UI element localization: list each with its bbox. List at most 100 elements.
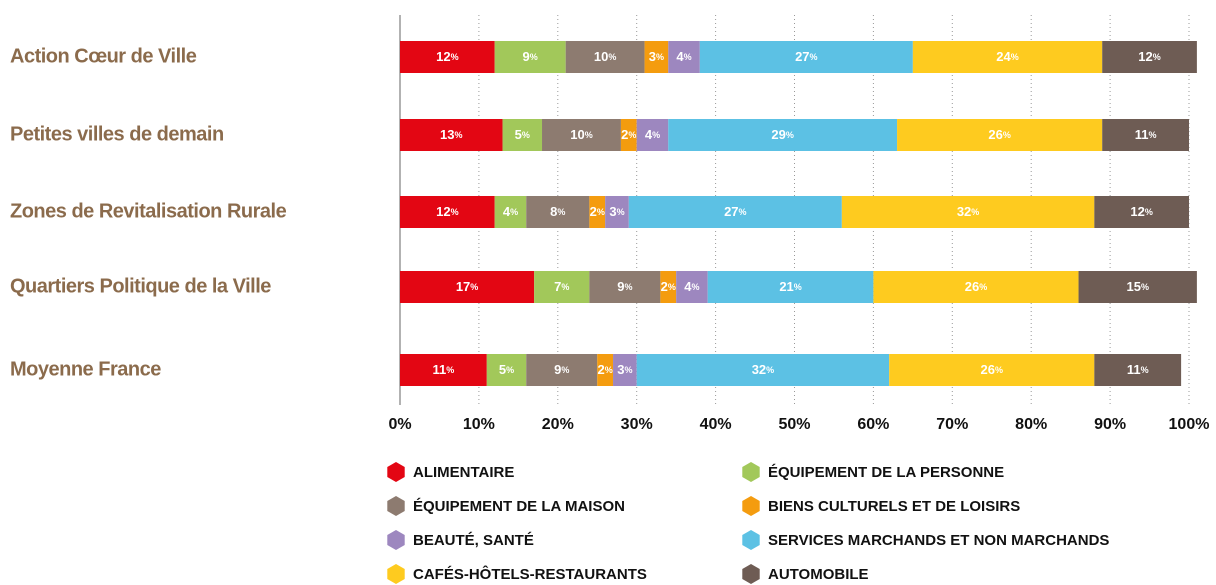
legend-label: CAFÉS-HÔTELS-RESTAURANTS	[413, 565, 647, 583]
bar-segment	[644, 41, 669, 73]
value-label: 26%	[981, 362, 1003, 377]
x-tick-label: 0%	[388, 416, 411, 433]
x-tick-label: 40%	[700, 416, 732, 433]
bar-segment	[628, 196, 842, 228]
bar-segment	[636, 119, 669, 151]
bar-segment	[668, 119, 898, 151]
legend-marker	[742, 496, 760, 516]
value-label: 8%	[550, 204, 565, 219]
value-label: 13%	[440, 127, 462, 142]
category-label: Quartiers Politique de la Ville	[10, 275, 271, 297]
bar-segment	[912, 41, 1103, 73]
bar-segment	[1094, 354, 1182, 386]
value-label: 11%	[1135, 127, 1157, 142]
bar-segment	[400, 119, 503, 151]
legend-label: BIENS CULTURELS ET DE LOISIRS	[768, 498, 1020, 515]
value-label: 12%	[1138, 49, 1160, 64]
value-label: 4%	[676, 49, 691, 64]
value-label: 12%	[1130, 204, 1152, 219]
x-tick-label: 30%	[621, 416, 653, 433]
legend-label: ÉQUIPEMENT DE LA MAISON	[413, 498, 625, 515]
bar-segment	[1094, 196, 1189, 228]
bar-segment	[1102, 119, 1189, 151]
value-label: 12%	[436, 204, 458, 219]
value-label: 10%	[570, 127, 592, 142]
value-label: 4%	[645, 127, 660, 142]
legend-marker	[387, 530, 405, 550]
legend-marker	[387, 462, 405, 482]
x-tick-label: 20%	[542, 416, 574, 433]
category-label: Petites villes de demain	[10, 123, 224, 145]
value-label: 4%	[684, 279, 699, 294]
legend-marker	[387, 564, 405, 584]
category-label: Moyenne France	[10, 358, 161, 380]
bar-segment	[660, 271, 677, 303]
x-tick-label: 60%	[857, 416, 889, 433]
category-label: Zones de Revitalisation Rurale	[10, 200, 287, 222]
value-label: 5%	[515, 127, 530, 142]
value-label: 27%	[795, 49, 817, 64]
value-label: 4%	[503, 204, 518, 219]
bar-segment	[668, 41, 700, 73]
bar-segment	[400, 354, 487, 386]
x-tick-label: 100%	[1169, 416, 1210, 433]
value-label: 2%	[661, 279, 676, 294]
bar-segment	[676, 271, 708, 303]
bar-segment	[400, 196, 495, 228]
value-label: 10%	[594, 49, 616, 64]
value-label: 32%	[752, 362, 774, 377]
legend-label: ALIMENTAIRE	[413, 464, 514, 481]
bar-segment	[605, 196, 629, 228]
bar-segment	[502, 119, 543, 151]
bar-segment	[620, 119, 637, 151]
bar-segment	[542, 119, 621, 151]
bar-segment	[589, 271, 661, 303]
legend-label: ÉQUIPEMENT DE LA PERSONNE	[768, 464, 1004, 481]
x-tick-label: 90%	[1094, 416, 1126, 433]
bar-segment	[565, 41, 645, 73]
value-label: 2%	[590, 204, 605, 219]
bar-segment	[1102, 41, 1197, 73]
bar-segment	[841, 196, 1095, 228]
value-label: 2%	[621, 127, 636, 142]
value-label: 26%	[988, 127, 1010, 142]
bar-segment	[699, 41, 913, 73]
value-label: 12%	[436, 49, 458, 64]
bar-segment	[636, 354, 890, 386]
bar-segment	[494, 196, 527, 228]
value-label: 11%	[433, 362, 455, 377]
legend-label: AUTOMOBILE	[768, 566, 869, 583]
value-label: 11%	[1127, 362, 1149, 377]
legend-marker	[742, 564, 760, 584]
bar-segment	[486, 354, 527, 386]
bar-segment	[534, 271, 590, 303]
legend-marker	[387, 496, 405, 516]
bar-segment	[589, 196, 606, 228]
bar-segment	[889, 354, 1095, 386]
legend-marker	[742, 462, 760, 482]
bar-segment	[873, 271, 1079, 303]
legend-label: BEAUTÉ, SANTÉ	[413, 532, 534, 549]
bar-segment	[400, 271, 535, 303]
value-label: 9%	[617, 279, 632, 294]
bar-segment	[707, 271, 874, 303]
x-tick-label: 10%	[463, 416, 495, 433]
value-label: 17%	[456, 279, 478, 294]
value-label: 3%	[617, 362, 632, 377]
value-label: 29%	[771, 127, 793, 142]
x-tick-label: 70%	[936, 416, 968, 433]
bar-segment	[494, 41, 566, 73]
value-label: 24%	[996, 49, 1018, 64]
x-tick-label: 80%	[1015, 416, 1047, 433]
legend-label: SERVICES MARCHANDS ET NON MARCHANDS	[768, 532, 1109, 549]
value-label: 9%	[554, 362, 569, 377]
legend-marker	[742, 530, 760, 550]
bar-segment	[1078, 271, 1197, 303]
bar-segment	[526, 196, 590, 228]
bar-segment	[526, 354, 598, 386]
value-label: 26%	[965, 279, 987, 294]
value-label: 5%	[499, 362, 514, 377]
value-label: 7%	[554, 279, 569, 294]
value-label: 15%	[1126, 279, 1148, 294]
x-tick-label: 50%	[778, 416, 810, 433]
